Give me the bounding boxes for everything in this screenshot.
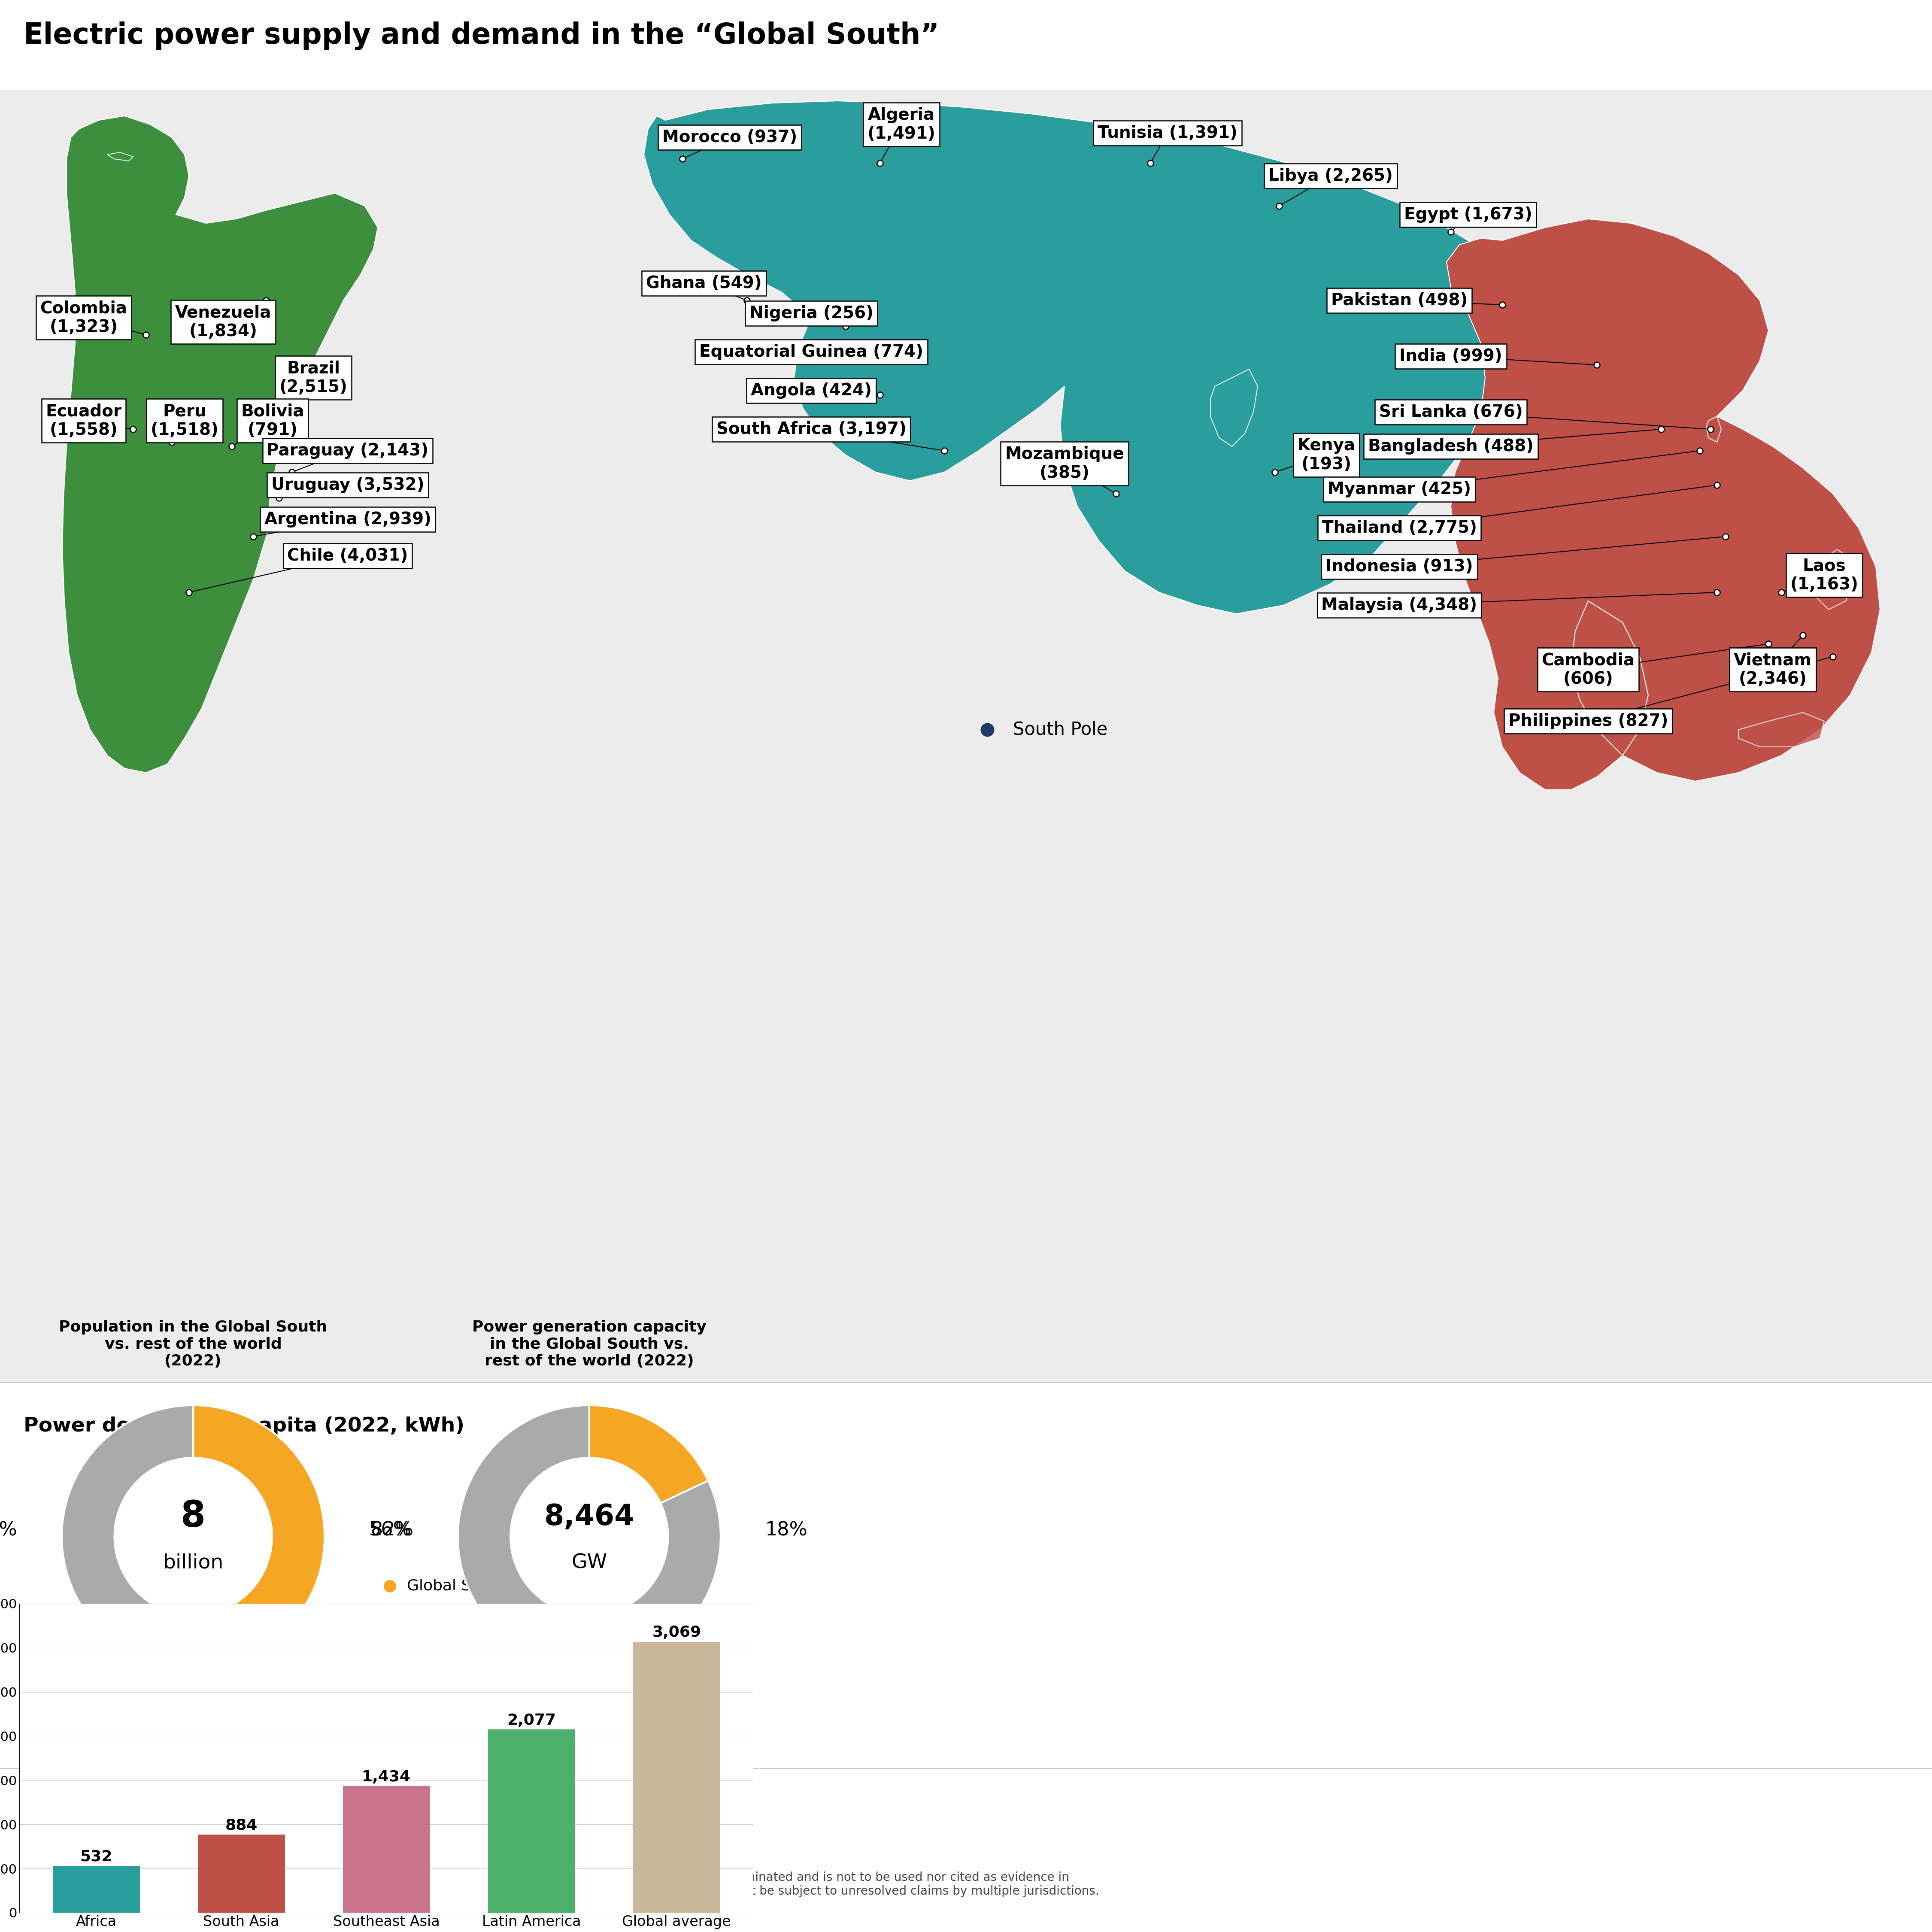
- Text: 532: 532: [79, 1849, 112, 1864]
- Text: Chile (4,031): Chile (4,031): [288, 547, 408, 564]
- Bar: [634, 1642, 721, 1913]
- Polygon shape: [1447, 218, 1880, 790]
- Text: Mozambique
(385): Mozambique (385): [1005, 446, 1124, 481]
- Text: Malaysia (4,348): Malaysia (4,348): [1321, 597, 1478, 612]
- Text: 8: 8: [182, 1499, 205, 1534]
- Text: Laos
(1,163): Laos (1,163): [1791, 558, 1859, 593]
- Text: Libya (2,265): Libya (2,265): [1269, 168, 1393, 184]
- Polygon shape: [108, 153, 133, 160]
- Text: 1,434: 1,434: [361, 1770, 412, 1785]
- Text: South Africa (3,197): South Africa (3,197): [717, 421, 906, 437]
- Wedge shape: [458, 1405, 721, 1667]
- Text: Rest of the world: Rest of the world: [408, 1617, 539, 1633]
- Text: South Pole: South Pole: [1012, 721, 1107, 738]
- Text: 82%: 82%: [371, 1520, 413, 1540]
- Bar: [52, 1866, 139, 1913]
- Wedge shape: [62, 1405, 193, 1660]
- Text: 44%: 44%: [0, 1520, 17, 1540]
- Text: Egypt (1,673): Egypt (1,673): [1405, 207, 1532, 222]
- Text: 8,464: 8,464: [545, 1503, 634, 1530]
- Text: Cambodia
(606): Cambodia (606): [1542, 651, 1634, 688]
- Text: Sri Lanka (676): Sri Lanka (676): [1379, 404, 1522, 421]
- Text: Average global power demand per capita (2022): 3,070 kWh: Average global power demand per capita (…: [23, 1812, 551, 1826]
- Text: Ecuador
(1,558): Ecuador (1,558): [46, 404, 122, 439]
- Text: Indonesia (913): Indonesia (913): [1325, 558, 1472, 574]
- Text: Venezuela
(1,834): Venezuela (1,834): [176, 305, 270, 340]
- Text: Tunisia (1,391): Tunisia (1,391): [1097, 126, 1238, 141]
- Text: Colombia
(1,323): Colombia (1,323): [41, 299, 128, 336]
- Bar: [489, 1729, 576, 1913]
- Text: Global South: Global South: [408, 1578, 506, 1594]
- Title: Population in the Global South
vs. rest of the world
(2022): Population in the Global South vs. rest …: [60, 1320, 327, 1368]
- Text: Uruguay (3,532): Uruguay (3,532): [270, 477, 425, 493]
- Title: Power generation capacity
in the Global South vs.
rest of the world (2022): Power generation capacity in the Global …: [471, 1320, 707, 1368]
- Wedge shape: [145, 1405, 325, 1667]
- Polygon shape: [1739, 713, 1824, 748]
- Text: Algeria
(1,491): Algeria (1,491): [867, 106, 935, 143]
- Text: Myanmar (425): Myanmar (425): [1327, 481, 1470, 497]
- Text: Peru
(1,518): Peru (1,518): [151, 404, 218, 439]
- Text: 2,077: 2,077: [506, 1714, 556, 1727]
- Text: Angola (424): Angola (424): [752, 383, 871, 398]
- Text: India (999): India (999): [1399, 348, 1503, 365]
- Text: billion: billion: [162, 1553, 224, 1573]
- Polygon shape: [1816, 549, 1855, 609]
- Bar: [342, 1785, 431, 1913]
- Text: 884: 884: [226, 1818, 257, 1833]
- Text: 3,069: 3,069: [653, 1625, 701, 1640]
- Polygon shape: [1706, 417, 1721, 442]
- Text: Average power demand per capita in the Global South (2022): 996 kWh: Average power demand per capita in the G…: [23, 1779, 649, 1793]
- Text: Kenya
(193): Kenya (193): [1298, 437, 1356, 473]
- Polygon shape: [643, 100, 1519, 614]
- Text: Vietnam
(2,346): Vietnam (2,346): [1733, 651, 1812, 688]
- Text: GW: GW: [572, 1553, 607, 1573]
- Text: Brazil
(2,515): Brazil (2,515): [280, 359, 348, 396]
- Text: Bolivia
(791): Bolivia (791): [242, 404, 303, 439]
- Text: Argentina (2,939): Argentina (2,939): [265, 512, 431, 527]
- Text: Equatorial Guinea (774): Equatorial Guinea (774): [699, 344, 923, 359]
- Text: Thailand (2,775): Thailand (2,775): [1321, 520, 1476, 535]
- Wedge shape: [589, 1405, 709, 1503]
- Text: 18%: 18%: [765, 1520, 808, 1540]
- Text: Power demand per capita (2022, kWh): Power demand per capita (2022, kWh): [23, 1416, 464, 1435]
- Text: Paraguay (2,143): Paraguay (2,143): [267, 442, 429, 460]
- Text: Ghana (549): Ghana (549): [645, 274, 761, 292]
- Text: Bangladesh (488): Bangladesh (488): [1368, 439, 1534, 454]
- Text: Pakistan (498): Pakistan (498): [1331, 292, 1468, 309]
- Text: Morocco (937): Morocco (937): [663, 129, 798, 145]
- Text: Philippines (827): Philippines (827): [1509, 713, 1667, 728]
- Text: Nigeria (256): Nigeria (256): [750, 305, 873, 321]
- Bar: [0, 91, 1932, 1381]
- Text: 56%: 56%: [369, 1520, 412, 1540]
- Bar: [197, 1835, 284, 1913]
- Text: Data compiled Nov. 20, 2023.
Source: S&P Global Commodity Insights: 2011505.
©20: Data compiled Nov. 20, 2023. Source: S&P…: [23, 1843, 1099, 1897]
- Text: Electric power supply and demand in the “Global South”: Electric power supply and demand in the …: [23, 21, 939, 50]
- Polygon shape: [62, 116, 379, 773]
- Polygon shape: [1211, 369, 1258, 446]
